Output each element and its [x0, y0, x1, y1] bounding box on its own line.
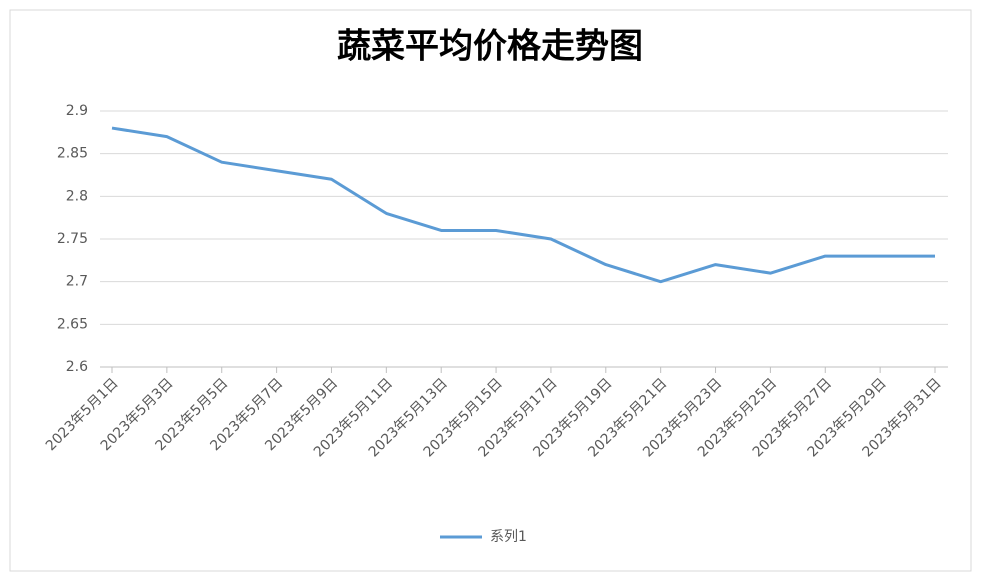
y-tick-label: 2.65	[57, 316, 88, 332]
y-tick-label: 2.8	[66, 188, 88, 204]
chart-frame	[9, 9, 972, 572]
y-tick-label: 2.6	[66, 359, 88, 375]
y-tick-label: 2.85	[57, 146, 88, 162]
chart-title: 蔬菜平均价格走势图	[337, 27, 643, 67]
line-series	[111, 126, 935, 284]
y-tick-label: 2.75	[57, 231, 88, 247]
legend-label: 系列1	[490, 529, 527, 545]
y-tick-label: 2.9	[66, 103, 88, 119]
y-tick-label: 2.7	[66, 274, 88, 290]
